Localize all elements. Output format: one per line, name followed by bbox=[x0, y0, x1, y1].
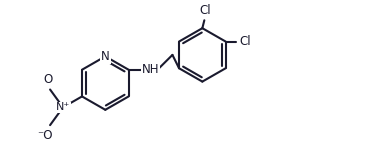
Text: N⁺: N⁺ bbox=[56, 102, 70, 112]
Text: N: N bbox=[101, 50, 110, 63]
Text: O: O bbox=[44, 73, 53, 86]
Text: NH: NH bbox=[142, 63, 159, 76]
Text: ⁻O: ⁻O bbox=[37, 129, 53, 142]
Text: Cl: Cl bbox=[199, 4, 211, 17]
Text: Cl: Cl bbox=[240, 35, 251, 48]
